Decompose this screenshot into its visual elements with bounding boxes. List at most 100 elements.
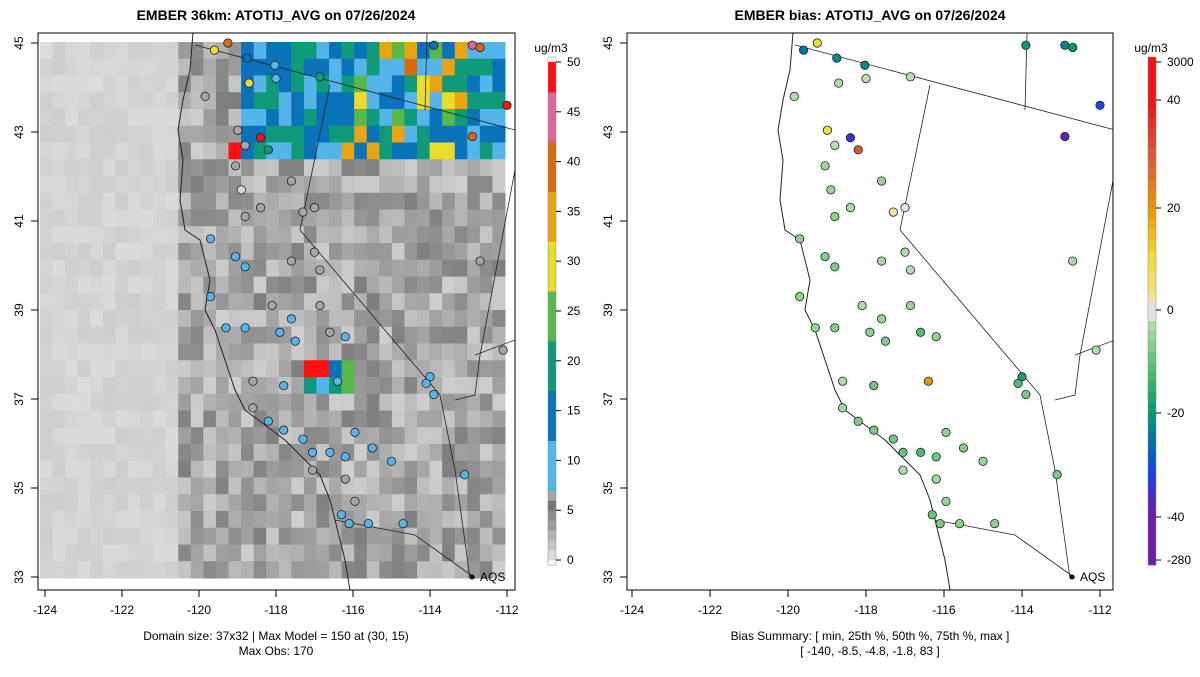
grid-cell: [228, 259, 242, 277]
grid-cell: [454, 243, 468, 261]
grid-cell: [492, 326, 506, 344]
grid-cell: [153, 460, 167, 478]
grid-cell: [429, 293, 443, 311]
grid-cell: [165, 192, 179, 210]
grid-cell: [492, 159, 506, 177]
grid-cell: [215, 58, 230, 76]
grid-cell: [366, 360, 380, 378]
colorbar-swatch: [548, 420, 556, 432]
grid-cell: [241, 192, 255, 210]
grid-cell: [442, 192, 456, 210]
grid-cell: [266, 511, 280, 529]
grid-cell: [165, 561, 179, 579]
grid-cell: [127, 410, 142, 428]
grid-cell: [454, 192, 468, 210]
station-point: [221, 323, 231, 333]
grid-cell: [492, 293, 506, 311]
grid-cell: [492, 511, 506, 529]
grid-cell: [366, 527, 380, 545]
grid-cell: [90, 511, 104, 529]
grid-cell: [316, 58, 330, 76]
grid-cell: [391, 159, 405, 177]
grid-cell: [417, 444, 431, 462]
station-point: [467, 131, 477, 142]
grid-cell: [417, 343, 431, 361]
grid-cell: [253, 427, 267, 445]
grid-cell: [391, 226, 405, 244]
grid-cell: [442, 243, 456, 261]
grid-cell: [40, 142, 54, 160]
grid-cell: [454, 561, 468, 579]
grid-cell: [492, 92, 506, 110]
grid-cell: [467, 427, 481, 445]
colorbar-swatch: [548, 360, 556, 372]
grid-cell: [404, 410, 418, 428]
station-point: [898, 465, 908, 475]
grid-cell: [454, 410, 468, 428]
grid-cell: [65, 125, 79, 143]
grid-cell: [417, 125, 431, 143]
grid-cell: [429, 343, 443, 361]
grid-cell: [404, 511, 418, 529]
grid-cell: [391, 42, 405, 60]
grid-cell: [115, 192, 129, 210]
grid-cell: [429, 444, 443, 462]
grid-cell: [479, 544, 493, 562]
grid-cell: [329, 561, 343, 579]
station-point: [475, 256, 485, 266]
grid-cell: [391, 393, 405, 411]
grid-cell: [442, 159, 456, 177]
left-colorbar: 0 5 10 15 20 25 30 35 40 45 50: [547, 55, 581, 567]
station-point: [240, 211, 250, 222]
grid-cell: [52, 326, 66, 344]
grid-cell: [115, 326, 129, 344]
grid-cell: [341, 410, 355, 428]
grid-cell: [253, 561, 267, 579]
grid-cell: [215, 561, 230, 579]
grid-cell: [379, 511, 393, 529]
colorbar-swatch: [548, 440, 556, 451]
grid-cell: [90, 544, 104, 562]
grid-cell: [253, 276, 267, 294]
grid-cell: [329, 209, 343, 227]
grid-cell: [404, 527, 418, 545]
grid-cell: [404, 360, 418, 378]
grid-cell: [492, 527, 506, 545]
grid-cell: [241, 477, 255, 495]
grid-cell: [127, 393, 142, 411]
grid-cell: [253, 444, 267, 462]
grid-cell: [153, 511, 167, 529]
colorbar-swatch: [548, 530, 556, 541]
grid-cell: [77, 58, 91, 76]
left-title: EMBER 36km: ATOTIJ_AVG on 07/26/2024: [137, 7, 416, 23]
grid-cell: [178, 511, 192, 529]
station-point: [240, 323, 250, 333]
grid-cell: [52, 527, 66, 545]
grid-cell: [90, 293, 104, 311]
grid-cell: [65, 75, 79, 93]
grid-cell: [404, 427, 418, 445]
grid-cell: [417, 58, 431, 76]
grid-cell: [178, 310, 192, 328]
grid-cell: [241, 427, 255, 445]
grid-cell: [90, 159, 104, 177]
grid-cell: [77, 92, 91, 110]
station-point: [279, 425, 289, 435]
grid-cell: [454, 511, 468, 529]
grid-cell: [278, 494, 292, 512]
grid-cell: [253, 293, 267, 311]
colorbar-tick-label: -20: [1167, 406, 1185, 420]
station-point: [954, 518, 965, 529]
grid-cell: [479, 561, 493, 579]
grid-cell: [303, 326, 317, 344]
grid-cell: [391, 109, 405, 127]
grid-cell: [341, 343, 355, 361]
grid-cell: [165, 427, 179, 445]
grid-cell: [329, 343, 343, 361]
grid-cell: [404, 377, 418, 395]
grid-cell: [303, 259, 317, 277]
grid-cell: [140, 42, 154, 60]
grid-cell: [316, 393, 330, 411]
station-point: [271, 74, 281, 84]
grid-cell: [492, 393, 506, 411]
